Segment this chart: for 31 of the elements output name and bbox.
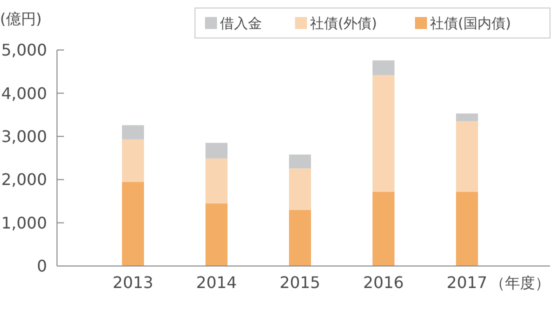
bar: [206, 158, 228, 204]
y-tick-label: 4,000: [1, 84, 47, 103]
y-tick-label: 1,000: [1, 213, 47, 232]
bar: [372, 60, 394, 76]
bar: [206, 142, 228, 158]
y-tick-label: 5,000: [1, 40, 47, 60]
y-axis-title: (億円): [0, 10, 42, 28]
bar: [456, 114, 478, 122]
x-tick-label: 2013: [112, 273, 154, 292]
bar: [122, 139, 144, 182]
y-tick-label: 2,000: [1, 170, 47, 190]
bar: [372, 192, 394, 266]
x-tick-label: 2017: [446, 273, 488, 292]
y-tick-label: 3,000: [1, 127, 47, 146]
x-tick-label: 2016: [363, 273, 404, 292]
x-tick-label: 2015: [280, 273, 320, 292]
bar: [456, 121, 478, 192]
bar: [456, 192, 478, 266]
x-tick-label: 2014: [196, 273, 237, 292]
bar: [289, 210, 311, 266]
legend-label: 社債(外債): [310, 16, 377, 32]
legend-label: 借入金: [220, 16, 262, 32]
bar: [206, 203, 228, 266]
x-axis-title: （年度）: [490, 274, 550, 292]
legend-label: 社債(国内債): [430, 16, 511, 32]
bar: [372, 75, 394, 192]
bar: [122, 125, 144, 140]
bar: [289, 168, 311, 210]
bar: [289, 154, 311, 168]
bar: [122, 182, 144, 266]
y-tick-label: 0: [36, 256, 47, 276]
